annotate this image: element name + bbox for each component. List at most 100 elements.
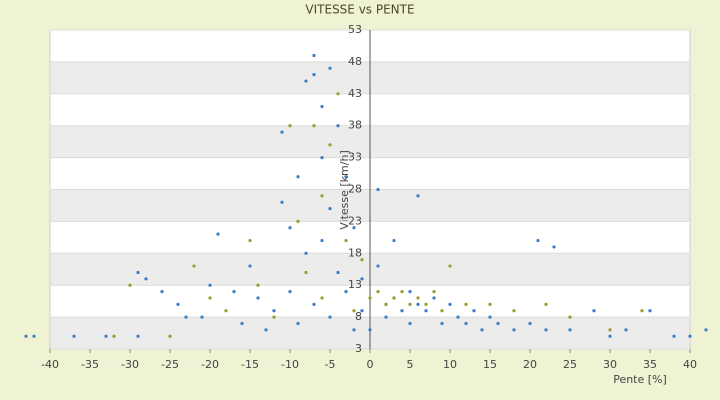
point	[568, 315, 572, 319]
point	[232, 289, 236, 294]
point	[256, 296, 260, 300]
point	[528, 321, 532, 326]
point	[512, 309, 516, 313]
point	[280, 200, 284, 204]
point	[296, 175, 300, 179]
point	[400, 289, 404, 294]
point	[456, 315, 460, 319]
y-tick-label: 53	[348, 23, 362, 36]
point	[344, 175, 348, 179]
point	[424, 302, 428, 306]
point	[424, 309, 428, 313]
point	[400, 309, 404, 313]
point	[280, 130, 284, 134]
point	[24, 334, 28, 338]
x-tick-label: -10	[281, 358, 299, 371]
x-tick-label: -40	[41, 358, 59, 371]
point	[512, 328, 516, 332]
point	[496, 321, 500, 326]
point	[384, 315, 388, 319]
point	[336, 270, 340, 275]
point	[368, 296, 372, 300]
point	[240, 321, 244, 326]
point	[408, 289, 412, 294]
point	[464, 321, 468, 326]
point	[464, 302, 468, 306]
x-tick-label: 35	[643, 358, 657, 371]
point	[328, 315, 332, 319]
y-tick-label: 48	[348, 55, 362, 68]
x-tick-label: 15	[483, 358, 497, 371]
point	[304, 79, 308, 83]
point	[416, 302, 420, 306]
point	[448, 302, 452, 306]
point	[440, 309, 444, 313]
point	[264, 328, 268, 332]
point	[208, 283, 212, 287]
point	[352, 226, 356, 230]
point	[216, 232, 220, 236]
point	[192, 264, 196, 268]
point	[440, 321, 444, 326]
point	[176, 302, 180, 306]
point	[288, 124, 292, 128]
point	[328, 207, 332, 211]
point	[312, 73, 316, 77]
point	[432, 289, 436, 294]
point	[296, 321, 300, 326]
point	[376, 289, 380, 294]
point	[408, 321, 412, 326]
point	[344, 238, 348, 243]
point	[640, 309, 644, 313]
point	[688, 334, 692, 338]
x-tick-label: -35	[81, 358, 99, 371]
y-tick-label: 18	[348, 246, 362, 259]
point	[128, 283, 132, 287]
point	[552, 245, 556, 249]
point	[320, 238, 324, 243]
x-tick-label: 20	[523, 358, 537, 371]
point	[136, 270, 140, 275]
point	[360, 258, 364, 262]
point	[272, 315, 276, 319]
point	[448, 264, 452, 268]
x-tick-label: 30	[603, 358, 617, 371]
point	[352, 328, 356, 332]
y-tick-label: 33	[348, 151, 362, 164]
point	[328, 66, 332, 70]
point	[288, 289, 292, 294]
y-tick-label: 8	[355, 310, 362, 323]
point	[168, 334, 172, 338]
point	[568, 328, 572, 332]
point	[328, 143, 332, 147]
point	[72, 334, 76, 338]
y-tick-label: 13	[348, 278, 362, 291]
point	[488, 302, 492, 306]
x-tick-label: -30	[121, 358, 139, 371]
point	[288, 226, 292, 230]
point	[320, 296, 324, 300]
point	[336, 92, 340, 96]
point	[160, 289, 164, 294]
point	[672, 334, 676, 338]
point	[416, 296, 420, 300]
chart-title: VITESSE vs PENTE	[305, 3, 414, 17]
point	[248, 238, 252, 243]
point	[304, 251, 308, 255]
point	[256, 283, 260, 287]
x-tick-label: 0	[367, 358, 374, 371]
point	[392, 238, 396, 243]
point	[320, 194, 324, 198]
point	[624, 328, 628, 332]
x-tick-label: -25	[161, 358, 179, 371]
point	[384, 302, 388, 306]
point	[392, 296, 396, 300]
y-tick-label: 38	[348, 119, 362, 132]
point	[200, 315, 204, 319]
point	[408, 302, 412, 306]
point	[320, 104, 324, 109]
y-tick-label: 3	[355, 342, 362, 355]
point	[360, 277, 364, 281]
point	[248, 264, 252, 268]
